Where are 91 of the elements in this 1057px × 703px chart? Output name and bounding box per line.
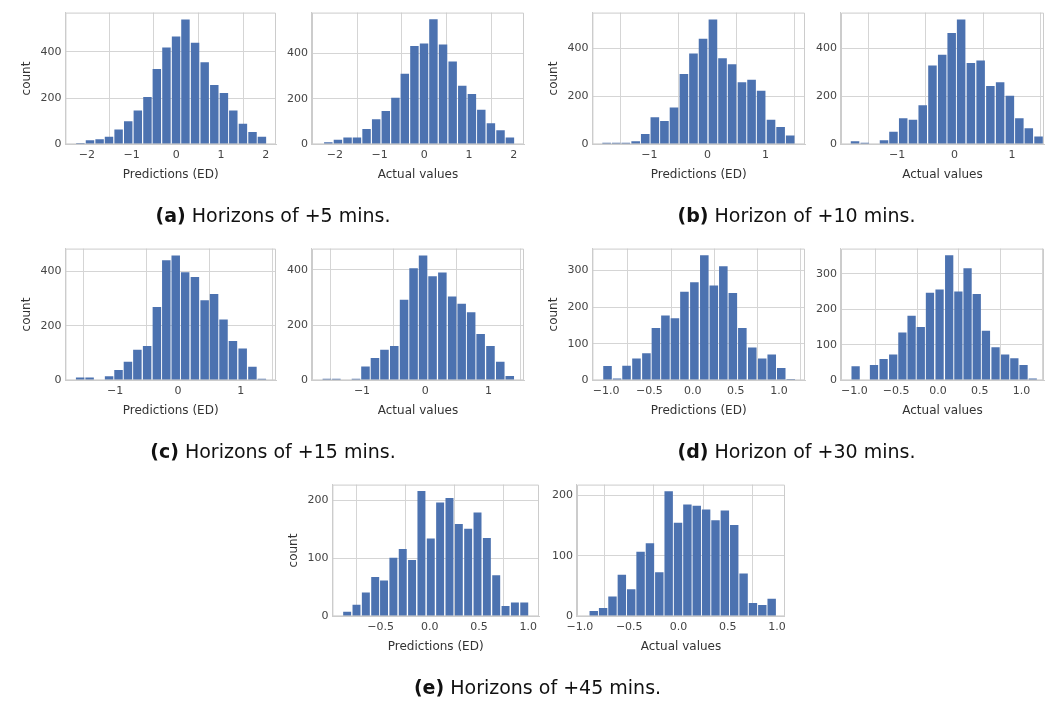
x-tick-label: 0 (172, 147, 180, 161)
x-tick-label: 0.5 (727, 383, 745, 397)
x-tick-label: −1 (641, 147, 658, 161)
x-tick-label: 0 (174, 383, 182, 397)
y-axis-title: count (546, 297, 561, 332)
x-tick-label: 1.0 (768, 619, 786, 633)
x-tick-label: 0 (703, 147, 711, 161)
x-tick-label: −1.0 (841, 383, 868, 397)
y-axis-title: count (546, 61, 561, 96)
y-tick-label: 200 (567, 300, 589, 314)
x-axis-title: Predictions (ED) (650, 166, 747, 181)
x-tick-label: 0.0 (421, 619, 439, 633)
y-tick-label: 100 (552, 548, 573, 562)
y-tick-label: 200 (287, 91, 308, 105)
y-tick-label: 200 (567, 89, 589, 103)
x-tick-label: 1 (465, 147, 473, 161)
y-tick-label: 100 (307, 551, 329, 565)
x-tick-label: 1 (762, 147, 769, 161)
x-tick-label: −1 (123, 147, 140, 161)
x-tick-label: 1.0 (1012, 383, 1031, 397)
x-tick-label: −1 (353, 383, 371, 397)
y-tick-label: 0 (54, 373, 62, 387)
y-tick-label: 200 (816, 302, 837, 316)
x-tick-label: 1 (217, 147, 225, 161)
x-tick-label: 0 (951, 147, 959, 161)
x-axis-title: Actual values (377, 402, 459, 417)
y-tick-label: 400 (816, 41, 837, 55)
y-tick-label: 200 (307, 493, 329, 507)
x-tick-label: 1.0 (770, 383, 788, 397)
x-tick-label: 0 (421, 383, 429, 397)
y-tick-label: 0 (581, 137, 589, 151)
x-tick-label: −1.0 (592, 383, 620, 397)
y-tick-label: 0 (54, 137, 62, 151)
x-tick-label: 0.5 (970, 383, 989, 397)
y-tick-label: 0 (830, 373, 837, 387)
x-axis-title: Actual values (377, 166, 459, 181)
text: (c) Horizons of +15 mins. (150, 440, 396, 462)
y-tick-label: 100 (567, 336, 589, 350)
y-axis-title: count (286, 533, 301, 568)
y-tick-label: 200 (40, 91, 62, 105)
y-tick-label: 300 (567, 263, 589, 277)
x-tick-label: 0.5 (719, 619, 737, 633)
text: (d) Horizon of +30 mins. (677, 440, 916, 462)
x-tick-label: 2 (262, 147, 270, 161)
x-axis-title: Predictions (ED) (122, 166, 219, 181)
text: (a) Horizons of +5 mins. (155, 204, 391, 226)
x-axis-title: Actual values (902, 166, 983, 181)
x-tick-label: 2 (510, 147, 518, 161)
x-tick-label: −1 (889, 147, 906, 161)
y-tick-label: 400 (40, 44, 62, 58)
x-tick-label: 0.0 (669, 619, 688, 633)
y-tick-label: 200 (287, 317, 308, 331)
y-tick-label: 0 (321, 609, 329, 623)
y-tick-label: 100 (816, 337, 837, 351)
x-tick-label: −1 (106, 383, 124, 397)
y-tick-label: 200 (552, 488, 573, 502)
y-tick-label: 400 (287, 262, 308, 276)
x-tick-label: −0.5 (367, 619, 394, 633)
x-axis-title: Predictions (ED) (387, 638, 484, 653)
y-tick-label: 400 (287, 46, 308, 60)
x-tick-label: 0.5 (470, 619, 488, 633)
y-tick-label: 0 (830, 137, 837, 151)
x-tick-label: −2 (78, 147, 95, 161)
x-tick-label: 1.0 (519, 619, 537, 633)
x-tick-label: −0.5 (882, 383, 910, 397)
x-axis-title: Predictions (ED) (650, 402, 747, 417)
x-tick-label: −0.5 (636, 383, 663, 397)
text: (b) Horizon of +10 mins. (677, 204, 916, 226)
x-tick-label: −1 (371, 147, 388, 161)
x-tick-label: −0.5 (615, 619, 643, 633)
y-tick-label: 200 (816, 89, 837, 103)
y-tick-label: 0 (301, 373, 308, 387)
x-axis-title: Actual values (640, 638, 722, 653)
x-tick-label: 1 (485, 383, 493, 397)
x-axis-title: Actual values (902, 402, 983, 417)
y-axis-title: count (19, 297, 34, 332)
x-axis-title: Predictions (ED) (122, 402, 219, 417)
text: (e) Horizons of +45 mins. (413, 676, 662, 698)
y-axis-title: count (19, 61, 34, 96)
y-tick-label: 0 (581, 373, 589, 387)
x-tick-label: 1 (1008, 147, 1016, 161)
y-tick-label: 300 (816, 266, 837, 280)
y-tick-label: 200 (40, 318, 62, 332)
x-tick-label: 0.0 (683, 383, 702, 397)
y-tick-label: 0 (301, 137, 308, 151)
x-tick-label: 0 (420, 147, 428, 161)
x-tick-label: 1 (237, 383, 245, 397)
y-tick-label: 400 (567, 41, 589, 55)
y-tick-label: 400 (40, 264, 62, 278)
x-tick-label: −2 (326, 147, 343, 161)
x-tick-label: 0.0 (929, 383, 947, 397)
